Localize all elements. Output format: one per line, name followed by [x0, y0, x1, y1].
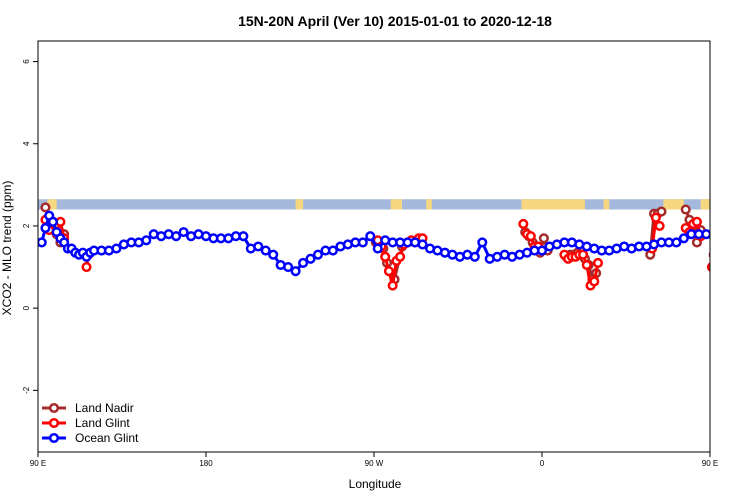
x-tick-label: 90 E	[30, 459, 46, 468]
x-axis: 90 E 180 90 W 0 90 E	[30, 452, 718, 468]
data-point-land-glint	[650, 212, 661, 223]
data-point-ocean-glint	[469, 251, 480, 262]
y-tick-label: -2	[22, 386, 31, 394]
data-point-ocean-glint	[178, 227, 189, 238]
data-point-ocean-glint	[717, 234, 725, 242]
data-point-land-glint	[383, 266, 394, 277]
land-patch	[47, 199, 57, 210]
land-patch	[700, 199, 710, 210]
x-tick-label: 180	[199, 459, 213, 468]
legend-item-land-glint: Land Glint	[42, 416, 130, 430]
legend-marker	[48, 402, 60, 414]
series-layer	[38, 202, 748, 291]
x-axis-label: Longitude	[349, 477, 402, 491]
data-point-ocean-glint	[312, 249, 324, 260]
data-point-ocean-glint	[260, 245, 271, 256]
data-point-ocean-glint	[372, 243, 383, 254]
series-line-land-glint	[712, 251, 716, 267]
data-point-land-glint	[706, 262, 710, 272]
land-patch	[426, 199, 432, 210]
data-point-land-glint	[589, 276, 600, 287]
series-ocean-glint	[38, 210, 748, 277]
data-point-ocean-glint	[365, 231, 376, 242]
y-tick-label: 2	[22, 223, 31, 228]
land-patch	[603, 199, 610, 210]
data-point-ocean-glint	[38, 237, 47, 248]
y-tick-label: 0	[22, 305, 31, 310]
data-point-ocean-glint	[171, 231, 182, 242]
data-point-ocean-glint	[290, 266, 301, 277]
data-point-ocean-glint	[327, 245, 338, 256]
data-point-ocean-glint	[678, 233, 689, 244]
data-point-ocean-glint	[701, 229, 710, 240]
data-point-ocean-glint	[708, 232, 710, 240]
data-point-ocean-glint	[305, 253, 316, 264]
data-point-ocean-glint	[283, 262, 294, 273]
data-point-ocean-glint	[477, 237, 488, 248]
data-point-ocean-glint	[725, 234, 733, 242]
x-tick-label: 0	[540, 459, 545, 468]
data-point-land-nadir	[538, 233, 549, 244]
data-point-ocean-glint	[238, 231, 249, 242]
data-point-land-glint	[387, 280, 398, 291]
data-point-land-nadir	[717, 247, 725, 255]
data-point-ocean-glint	[536, 245, 548, 256]
data-point-ocean-glint	[417, 239, 428, 250]
y-tick-label: 4	[22, 141, 31, 146]
x-tick-label: 90 E	[702, 459, 718, 468]
data-point-ocean-glint	[740, 232, 748, 240]
data-point-ocean-glint	[671, 237, 682, 248]
data-point-ocean-glint	[47, 216, 58, 227]
legend-label: Land Glint	[75, 416, 130, 430]
legend-item-land-nadir: Land Nadir	[42, 401, 134, 415]
land-patch	[663, 199, 684, 210]
legend-label: Ocean Glint	[75, 431, 139, 445]
data-point-land-glint	[581, 259, 592, 271]
chart-title: 15N-20N April (Ver 10) 2015-01-01 to 202…	[238, 13, 552, 29]
data-point-ocean-glint	[357, 237, 368, 248]
y-axis: -2 0 2 4 6	[22, 59, 38, 394]
land-patch	[295, 199, 304, 210]
data-point-land-glint	[578, 249, 589, 260]
data-point-land-nadir	[40, 202, 51, 213]
data-point-ocean-glint	[732, 232, 740, 240]
data-point-land-glint	[518, 218, 529, 229]
y-tick-label: 6	[22, 59, 31, 64]
land-patch	[521, 199, 585, 210]
land-patch	[390, 199, 402, 210]
data-point-ocean-glint	[253, 241, 264, 252]
data-point-land-glint	[654, 220, 665, 231]
data-point-ocean-glint	[298, 257, 309, 268]
legend-marker	[48, 417, 60, 429]
data-point-land-glint	[395, 251, 406, 262]
data-point-land-nadir	[680, 204, 691, 215]
x-tick-label: 90 W	[365, 459, 384, 468]
legend-item-ocean-glint: Ocean Glint	[42, 431, 139, 445]
data-point-ocean-glint	[141, 235, 152, 246]
land-ocean-band	[38, 199, 710, 210]
legend-marker	[48, 432, 60, 444]
y-axis-label: XCO2 - MLO trend (ppm)	[0, 181, 14, 316]
data-point-land-glint	[691, 216, 702, 227]
ocean-band	[38, 199, 710, 210]
data-point-land-glint	[712, 247, 720, 255]
data-point-land-glint	[81, 262, 92, 273]
data-point-land-glint	[380, 251, 391, 262]
data-point-ocean-glint	[268, 249, 279, 260]
data-point-ocean-glint	[111, 243, 122, 254]
data-point-land-nadir	[708, 251, 710, 259]
data-point-land-glint	[592, 257, 604, 268]
series-line-land-nadir	[714, 251, 721, 255]
data-point-land-nadir	[714, 247, 722, 255]
data-point-land-nadir	[656, 206, 667, 217]
legend-label: Land Nadir	[75, 401, 134, 415]
data-point-ocean-glint	[40, 222, 51, 234]
data-point-land-glint	[525, 231, 536, 242]
